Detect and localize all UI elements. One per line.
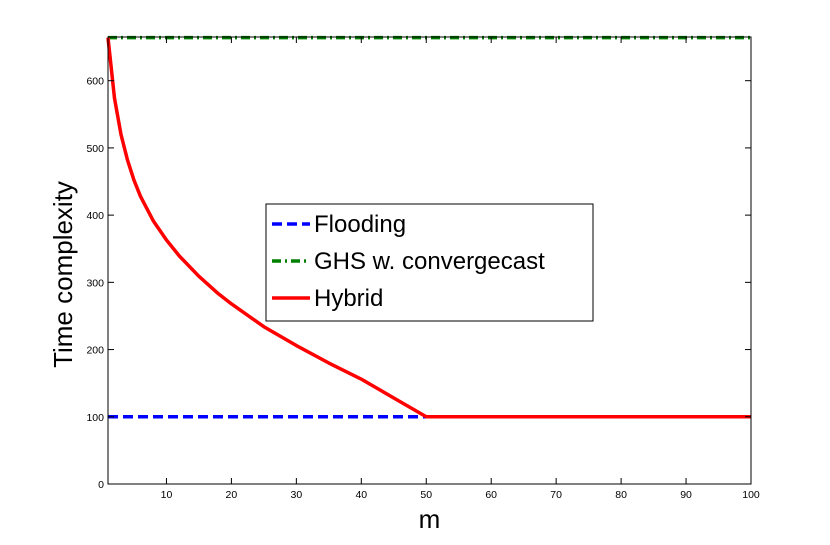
y-tick-label: 0 — [98, 479, 104, 491]
series-layer — [106, 35, 751, 419]
x-tick-label: 40 — [355, 489, 367, 501]
legend: Flooding GHS w. convergecast Hybrid — [265, 203, 594, 322]
legend-label-hybrid: Hybrid — [314, 285, 383, 312]
series-line-hybrid — [106, 37, 751, 419]
y-tick-label: 600 — [86, 76, 104, 88]
x-tick-label: 50 — [420, 489, 432, 501]
x-tick-label: 100 — [742, 489, 760, 501]
legend-box — [265, 203, 594, 322]
legend-label-ghs-w-convergecast: GHS w. convergecast — [314, 248, 545, 275]
x-tick-label: 30 — [291, 489, 303, 501]
x-tick-label: 10 — [161, 489, 173, 501]
x-tick-label: 60 — [485, 489, 497, 501]
y-tick-label: 500 — [86, 143, 104, 155]
y-tick-label: 300 — [86, 277, 104, 289]
legend-label-flooding: Flooding — [314, 211, 406, 238]
x-tick-label: 80 — [615, 489, 627, 501]
y-tick-label: 100 — [86, 412, 104, 424]
y-axis-title: Time complexity — [48, 181, 78, 368]
x-tick-label: 70 — [550, 489, 562, 501]
x-axis-title: m — [419, 504, 441, 534]
x-tick-label: 20 — [226, 489, 238, 501]
y-tick-label: 400 — [86, 210, 104, 222]
x-tick-label: 90 — [680, 489, 692, 501]
y-tick-label: 200 — [86, 345, 104, 357]
axes-frame — [107, 36, 752, 485]
axes-layer: 10 20 30 40 50 60 70 80 90 100 0 100 200 300 400 500 600 — [86, 36, 760, 501]
